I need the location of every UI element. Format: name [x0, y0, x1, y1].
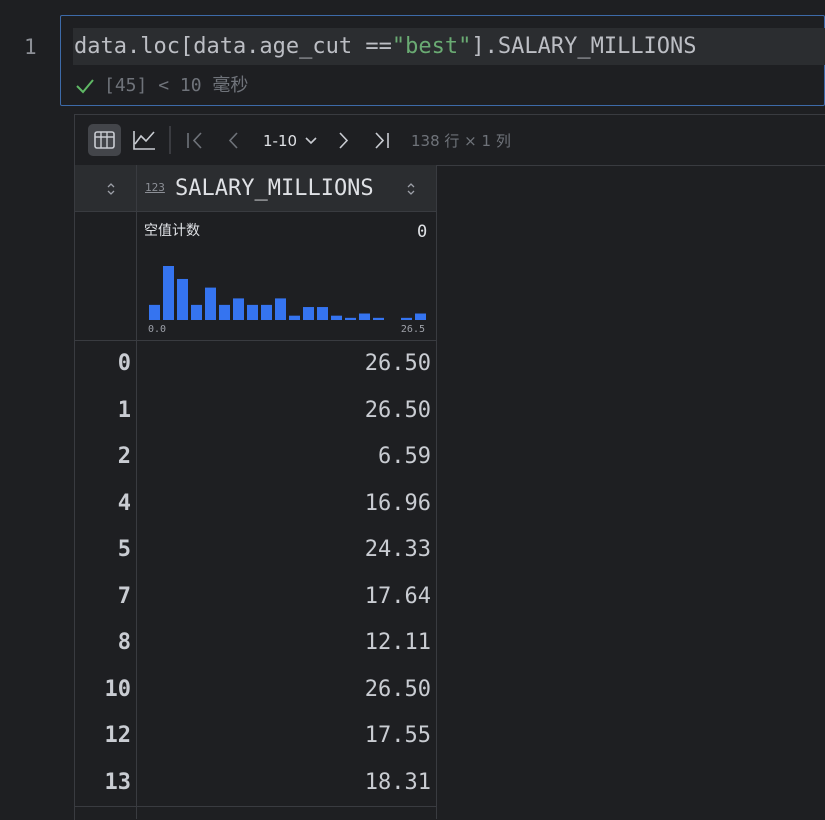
row-value: 6.59: [378, 444, 431, 469]
row-index: 12: [104, 723, 132, 748]
execution-count: [45]: [104, 75, 148, 96]
toolbar-icons: [88, 124, 389, 156]
histogram-bar: [247, 304, 258, 320]
output-panel: [74, 114, 825, 820]
histogram: 0.0 26.5: [148, 266, 426, 335]
column-name: SALARY_MILLIONS: [175, 176, 374, 201]
histogram-max: 26.5: [401, 324, 425, 335]
histogram-bar: [163, 266, 174, 320]
row-value: 16.96: [364, 490, 431, 516]
status: [45] < 10 毫秒: [104, 74, 248, 98]
duration: < 10 毫秒: [158, 75, 249, 96]
null-count: 0: [417, 222, 428, 242]
histogram-bar: [275, 298, 286, 320]
histogram-bar: [345, 317, 356, 320]
value-cell: [137, 480, 437, 527]
row-index: 4: [117, 490, 131, 516]
table-bottom: [75, 806, 137, 819]
value-cell: [137, 434, 437, 481]
toolbar: [75, 115, 825, 166]
shape: 138 行 × 1 列: [411, 132, 511, 150]
page-size-dropdown[interactable]: [305, 137, 317, 145]
chart-view-button[interactable]: [133, 131, 155, 150]
row-index: 7: [117, 583, 131, 609]
histogram-bar: [401, 317, 412, 320]
next-page[interactable]: [339, 132, 349, 149]
row-index: 10: [104, 676, 132, 702]
value-cell: [137, 713, 437, 760]
value-cell: [137, 666, 437, 713]
index-header[interactable]: [75, 165, 137, 212]
histogram-bar: [205, 287, 216, 320]
last-page[interactable]: [375, 132, 385, 149]
column-summary: [137, 212, 437, 341]
row-index: 2: [117, 444, 131, 469]
success-icon: [76, 79, 94, 94]
row-index: 0: [117, 351, 131, 376]
index-cell: [75, 666, 137, 713]
value-cell: [137, 759, 437, 806]
row-value: 17.64: [364, 583, 431, 609]
sort-icon[interactable]: [104, 180, 118, 198]
index-cell: [75, 341, 137, 388]
code-text: ].SALARY_MILLIONS: [471, 34, 697, 59]
row-value: 12.11: [364, 630, 431, 655]
histogram-bar: [415, 313, 426, 320]
histogram-bar: [177, 278, 188, 320]
row-index: 1: [117, 397, 131, 423]
value-cell: [137, 573, 437, 620]
column-header[interactable]: [137, 165, 437, 212]
histogram-bar: [331, 315, 342, 320]
table-bottom: [137, 806, 437, 819]
row-value: 18.31: [364, 769, 431, 795]
histogram-bar: [317, 307, 328, 320]
value-cell: [137, 527, 437, 574]
value-cell: [137, 620, 437, 667]
row-value: 26.50: [364, 397, 431, 423]
table-view-button[interactable]: [88, 124, 121, 156]
index-cell: [75, 527, 137, 574]
index-cell: [75, 713, 137, 760]
index-summary: [75, 212, 137, 341]
code-text: data.loc[data.age_cut ==: [74, 34, 392, 59]
code[interactable]: data.loc[data.age_cut =="best"].SALARY_M…: [74, 32, 697, 62]
histogram-bar: [359, 313, 370, 320]
histogram-bar: [373, 317, 384, 320]
histogram-bar: [303, 307, 314, 320]
histogram-bar: [261, 304, 272, 320]
row-index: 8: [117, 630, 131, 655]
histogram-bar: [149, 304, 160, 320]
current-line: [73, 28, 825, 65]
histogram-bar: [289, 315, 300, 320]
index-cell: [75, 573, 137, 620]
row-value: 26.50: [364, 676, 431, 702]
value-cell: [137, 387, 437, 434]
code-string: "best": [391, 34, 472, 59]
sort-icon[interactable]: [404, 180, 418, 198]
histogram-bar: [191, 304, 202, 320]
summary-label: 空值计数: [144, 223, 200, 239]
histogram-bar: [219, 304, 230, 320]
index-cell: [75, 387, 137, 434]
page-range[interactable]: 1-10: [263, 132, 298, 150]
index-cell: [75, 759, 137, 806]
histogram-bar: [233, 298, 244, 320]
line-number: 1: [24, 35, 37, 59]
row-index: 13: [104, 769, 132, 795]
histogram-min: 0.0: [148, 324, 166, 335]
column-type: 123: [145, 181, 165, 194]
row-index: 5: [117, 537, 131, 562]
row-value: 26.50: [364, 351, 431, 376]
row-value: 24.33: [364, 537, 431, 562]
index-cell: [75, 480, 137, 527]
index-cell: [75, 434, 137, 481]
value-cell: [137, 341, 437, 388]
index-cell: [75, 620, 137, 667]
row-value: 17.55: [364, 723, 431, 748]
